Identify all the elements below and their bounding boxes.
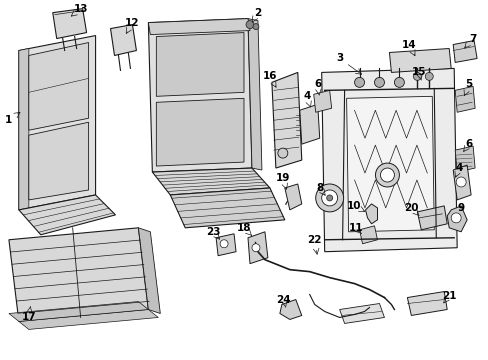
Circle shape	[425, 72, 432, 80]
Circle shape	[450, 213, 460, 223]
Text: 19: 19	[275, 173, 289, 183]
Polygon shape	[216, 234, 236, 256]
Text: 16: 16	[262, 71, 277, 81]
Text: 17: 17	[21, 312, 36, 323]
Polygon shape	[452, 165, 470, 200]
Polygon shape	[416, 206, 447, 230]
Polygon shape	[299, 104, 319, 144]
Text: 12: 12	[125, 18, 140, 28]
Polygon shape	[19, 195, 115, 235]
Polygon shape	[271, 72, 301, 168]
Polygon shape	[452, 41, 476, 62]
Text: 23: 23	[205, 227, 220, 237]
Polygon shape	[407, 292, 447, 315]
Text: 10: 10	[346, 201, 360, 211]
Polygon shape	[152, 168, 269, 195]
Polygon shape	[454, 146, 474, 172]
Polygon shape	[279, 300, 301, 319]
Polygon shape	[454, 86, 474, 112]
Text: 8: 8	[315, 183, 323, 193]
Polygon shape	[148, 19, 249, 35]
Polygon shape	[138, 228, 160, 314]
Text: 14: 14	[401, 40, 416, 50]
Polygon shape	[53, 9, 86, 39]
Polygon shape	[19, 36, 95, 210]
Polygon shape	[19, 49, 29, 210]
Text: 11: 11	[347, 223, 362, 233]
Polygon shape	[9, 228, 148, 321]
Text: 20: 20	[403, 203, 418, 213]
Text: 22: 22	[307, 235, 321, 245]
Circle shape	[326, 195, 332, 201]
Polygon shape	[247, 232, 267, 264]
Text: 15: 15	[411, 67, 426, 77]
Text: 1: 1	[5, 115, 13, 125]
Polygon shape	[156, 32, 244, 96]
Text: 4: 4	[303, 91, 310, 101]
Circle shape	[455, 177, 465, 187]
Polygon shape	[321, 68, 456, 252]
Polygon shape	[359, 226, 377, 244]
Polygon shape	[365, 204, 377, 224]
Text: 24: 24	[276, 294, 290, 305]
Circle shape	[321, 190, 337, 206]
Polygon shape	[110, 24, 136, 55]
Circle shape	[375, 163, 399, 187]
Text: 6: 6	[313, 79, 321, 89]
Polygon shape	[9, 302, 148, 321]
Circle shape	[380, 168, 394, 182]
Polygon shape	[388, 49, 450, 72]
Polygon shape	[247, 19, 262, 170]
Text: 6: 6	[465, 139, 472, 149]
Text: 9: 9	[457, 203, 464, 213]
Circle shape	[394, 77, 404, 87]
Circle shape	[277, 148, 287, 158]
Text: 2: 2	[254, 8, 261, 18]
Polygon shape	[29, 122, 88, 200]
Circle shape	[315, 184, 343, 212]
Text: 5: 5	[465, 79, 472, 89]
Text: 4: 4	[454, 163, 462, 173]
Polygon shape	[148, 19, 251, 172]
Text: 7: 7	[468, 33, 476, 44]
Polygon shape	[285, 184, 301, 210]
Circle shape	[251, 244, 260, 252]
Circle shape	[245, 21, 253, 28]
Polygon shape	[339, 303, 384, 323]
Polygon shape	[346, 96, 433, 232]
Polygon shape	[19, 310, 158, 329]
Text: 3: 3	[335, 54, 343, 63]
Circle shape	[412, 72, 421, 80]
Text: 18: 18	[236, 223, 251, 233]
Circle shape	[252, 24, 259, 30]
Polygon shape	[447, 206, 466, 232]
Text: 21: 21	[441, 291, 455, 301]
Circle shape	[220, 240, 227, 248]
Polygon shape	[170, 188, 285, 228]
Text: 13: 13	[73, 4, 88, 14]
Polygon shape	[156, 98, 244, 166]
Circle shape	[374, 77, 384, 87]
Polygon shape	[313, 90, 331, 112]
Polygon shape	[29, 42, 88, 130]
Circle shape	[354, 77, 364, 87]
